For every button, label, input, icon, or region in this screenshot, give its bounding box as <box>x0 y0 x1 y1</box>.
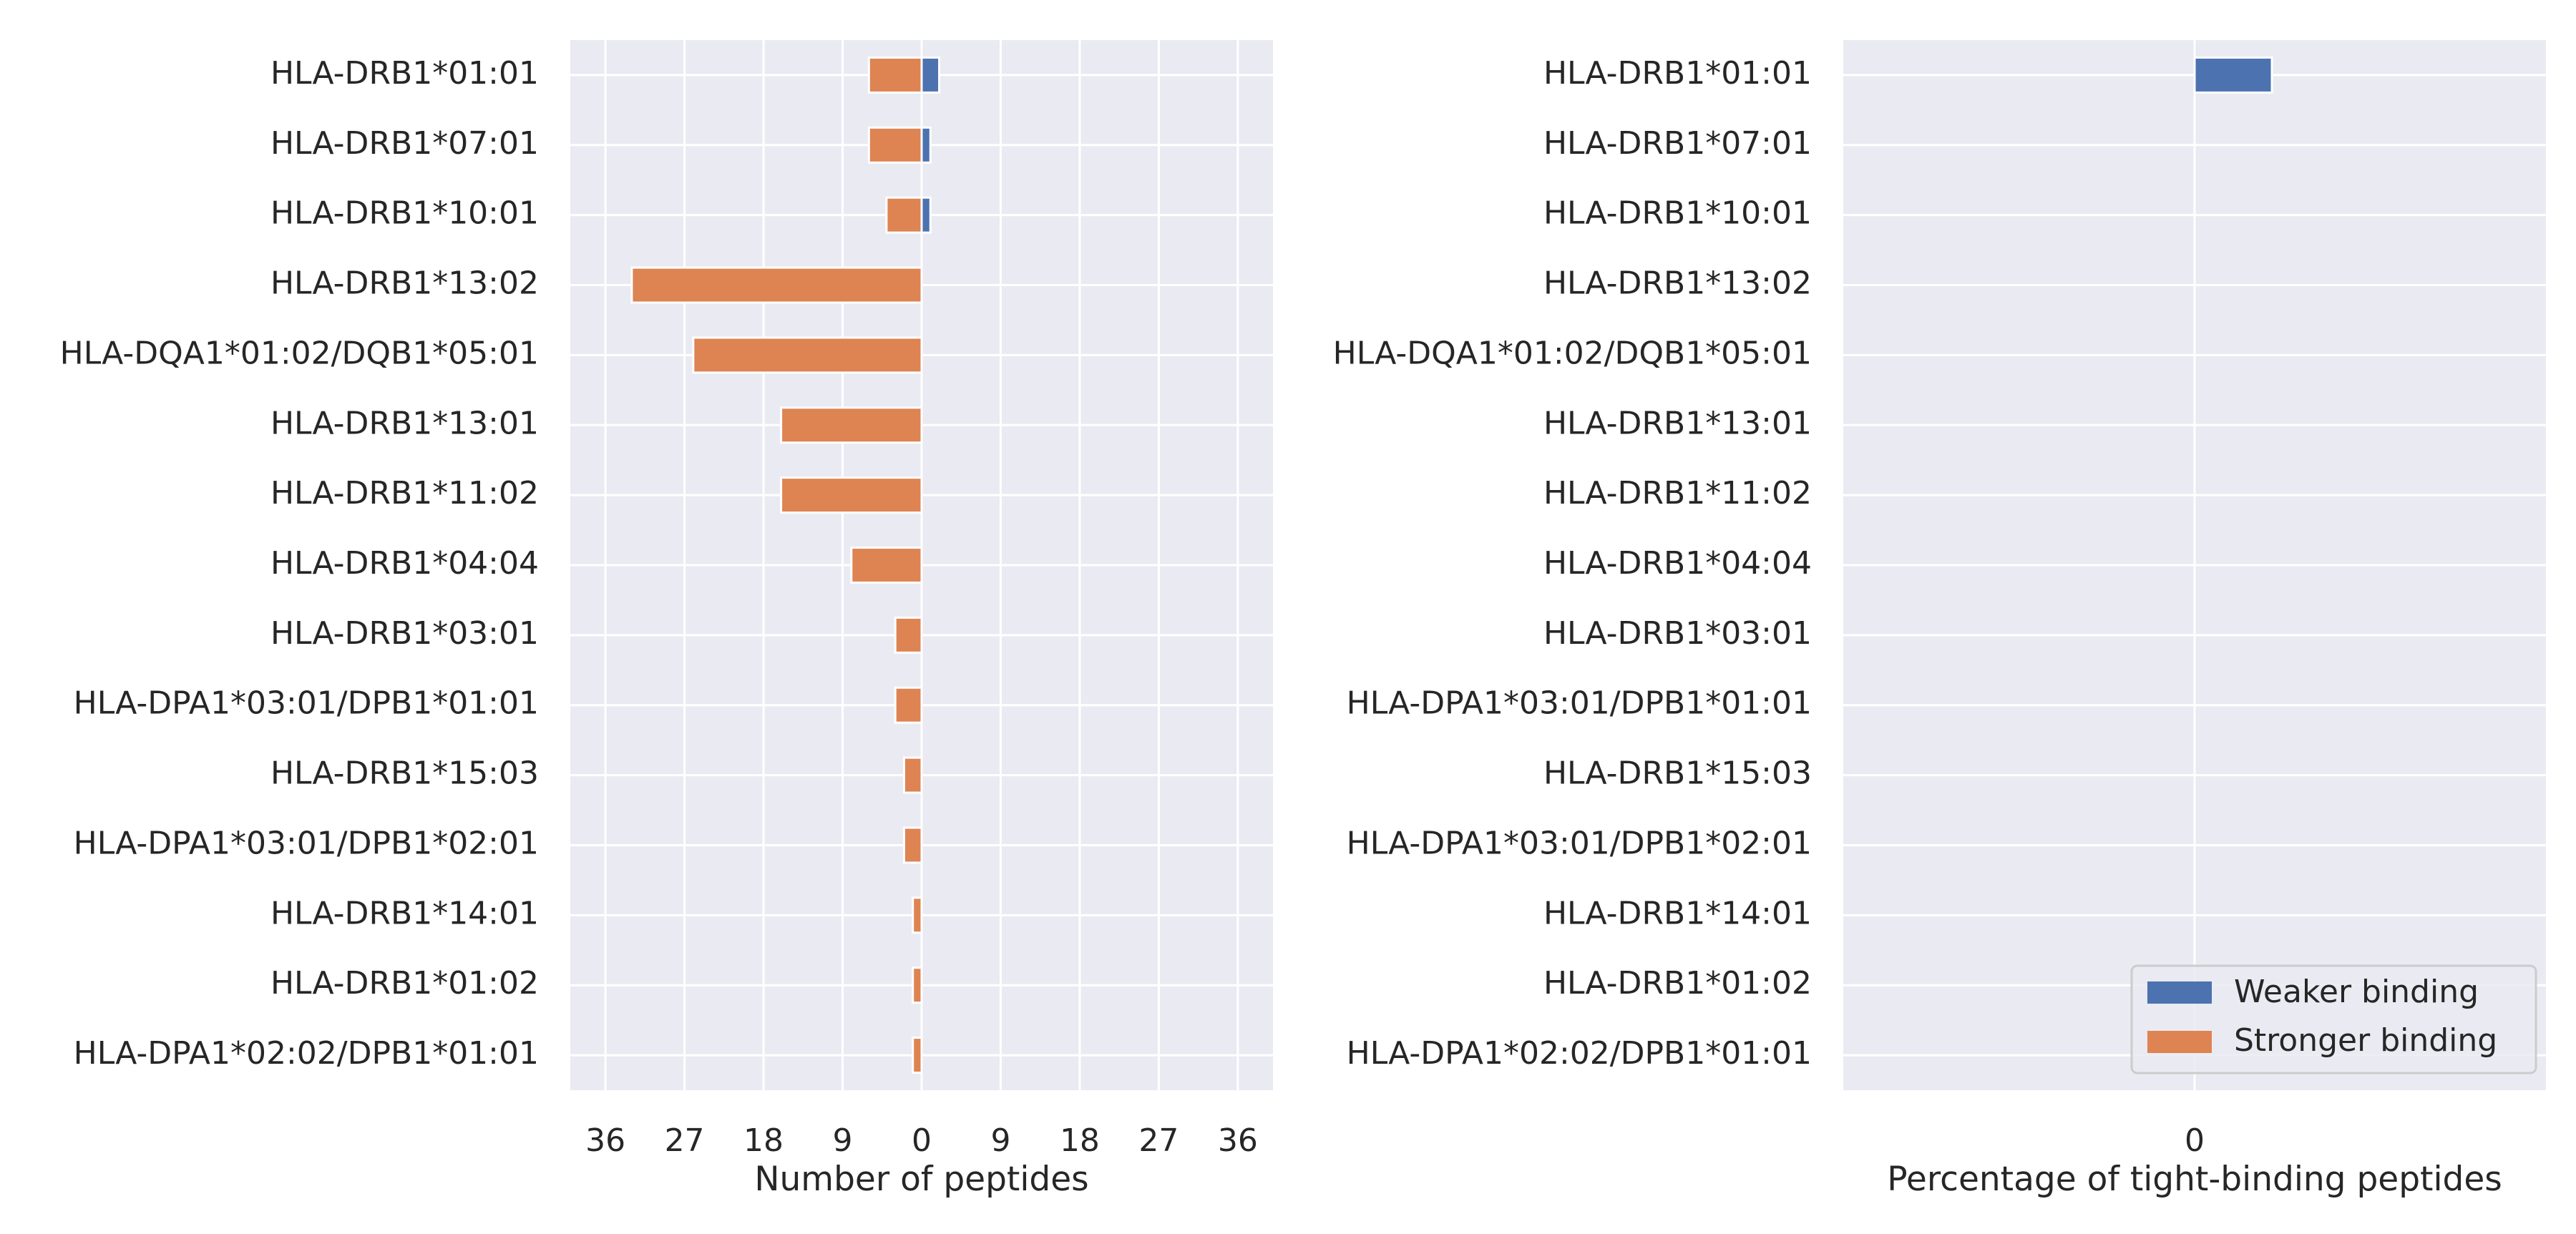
legend-swatch-weaker <box>2147 981 2212 1004</box>
tight-binding-percentage-chart: HLA-DRB1*01:01 HLA-DRB1*07:01 HLA-DRB1*10:… <box>1333 40 2546 1199</box>
y-tick-label: HLA-DRB1*03:01 <box>1543 615 1812 652</box>
bar-stronger <box>867 126 923 164</box>
y-tick-label: HLA-DRB1*01:01 <box>1543 55 1812 92</box>
y-tick-labels-right: HLA-DRB1*01:01 HLA-DRB1*07:01 HLA-DRB1*10:… <box>1333 55 1812 1072</box>
x-tick-label: 9 <box>833 1122 853 1159</box>
y-tick-label: HLA-DRB1*04:04 <box>1543 545 1812 582</box>
y-tick-label: HLA-DRB1*10:01 <box>1543 195 1812 232</box>
legend: Weaker binding Stronger binding <box>2130 964 2537 1074</box>
bars-left <box>630 56 941 1074</box>
y-tick-label: HLA-DRB1*01:01 <box>270 55 539 92</box>
y-tick-label: HLA-DQA1*01:02/DQB1*05:01 <box>1333 335 1812 371</box>
x-tick-label: 0 <box>2185 1122 2205 1159</box>
y-tick-label: HLA-DPA1*03:01/DPB1*02:01 <box>74 825 539 861</box>
y-tick-label: HLA-DRB1*01:02 <box>1543 965 1812 1002</box>
x-tick-label: 18 <box>1060 1122 1100 1159</box>
bar-stronger <box>885 196 923 234</box>
y-tick-label: HLA-DRB1*10:01 <box>270 195 539 232</box>
x-tick-label: 18 <box>743 1122 784 1159</box>
peptide-count-chart: HLA-DRB1*01:01 HLA-DRB1*07:01 HLA-DRB1*10:… <box>60 40 1273 1199</box>
y-tick-label: HLA-DRB1*07:01 <box>270 125 539 162</box>
y-tick-label: HLA-DPA1*03:01/DPB1*01:01 <box>1347 685 1812 722</box>
legend-label-stronger: Stronger binding <box>2234 1022 2497 1059</box>
y-tick-label: HLA-DRB1*15:03 <box>270 755 539 792</box>
bar-stronger <box>867 56 923 94</box>
x-tick-label: 9 <box>990 1122 1010 1159</box>
x-axis-label-right: Percentage of tight-binding peptides <box>1887 1160 2502 1199</box>
legend-label-weaker: Weaker binding <box>2234 974 2479 1010</box>
y-tick-label: HLA-DRB1*13:01 <box>270 405 539 441</box>
y-tick-label: HLA-DRB1*14:01 <box>270 895 539 931</box>
bar-stronger <box>780 406 923 444</box>
y-tick-label: HLA-DRB1*13:02 <box>270 265 539 302</box>
x-tick-label: 27 <box>1138 1122 1179 1159</box>
y-tick-label: HLA-DRB1*01:02 <box>270 965 539 1002</box>
grid-right <box>1843 40 2546 1090</box>
legend-swatch-stronger <box>2147 1031 2212 1053</box>
x-axis-label-left: Number of peptides <box>754 1160 1088 1199</box>
x-tick-label: 36 <box>1218 1122 1258 1159</box>
y-tick-label: HLA-DQA1*01:02/DQB1*05:01 <box>60 335 539 371</box>
legend-box <box>2130 964 2537 1074</box>
bar-stronger <box>902 756 923 794</box>
y-tick-label: HLA-DRB1*11:02 <box>270 475 539 511</box>
y-tick-label: HLA-DRB1*04:04 <box>270 545 539 582</box>
bars-right <box>2193 56 2273 94</box>
bar-stronger <box>902 826 923 864</box>
bar-weaker <box>2193 56 2273 94</box>
x-tick-label: 0 <box>912 1122 932 1159</box>
x-tick-labels-right: 0 <box>2185 1122 2205 1159</box>
y-tick-label: HLA-DPA1*03:01/DPB1*02:01 <box>1347 825 1812 861</box>
y-tick-label: HLA-DPA1*02:02/DPB1*01:01 <box>74 1035 539 1072</box>
bar-weaker <box>920 56 941 94</box>
bar-stronger <box>780 476 923 514</box>
bar-stronger <box>912 1037 923 1074</box>
y-tick-label: HLA-DRB1*13:02 <box>1543 265 1812 302</box>
bar-stronger <box>912 896 923 934</box>
x-tick-labels-left: 36 27 18 9 0 9 18 27 36 <box>585 1122 1258 1159</box>
y-tick-labels-left: HLA-DRB1*01:01 HLA-DRB1*07:01 HLA-DRB1*10:… <box>60 55 539 1072</box>
x-tick-label: 36 <box>585 1122 625 1159</box>
bar-stronger <box>894 686 923 724</box>
y-tick-label: HLA-DRB1*15:03 <box>1543 755 1812 792</box>
y-tick-label: HLA-DPA1*03:01/DPB1*01:01 <box>74 685 539 722</box>
bar-stronger <box>850 547 923 584</box>
y-tick-label: HLA-DPA1*02:02/DPB1*01:01 <box>1347 1035 1812 1072</box>
y-tick-label: HLA-DRB1*03:01 <box>270 615 539 652</box>
bar-stronger <box>894 616 923 654</box>
bar-stronger <box>630 266 923 304</box>
y-tick-label: HLA-DRB1*14:01 <box>1543 895 1812 931</box>
bar-stronger <box>692 336 923 374</box>
bar-stronger <box>912 966 923 1004</box>
bar-weaker <box>920 126 932 164</box>
y-tick-label: HLA-DRB1*07:01 <box>1543 125 1812 162</box>
x-tick-label: 27 <box>665 1122 705 1159</box>
y-tick-label: HLA-DRB1*11:02 <box>1543 475 1812 511</box>
bar-weaker <box>920 196 932 234</box>
y-tick-label: HLA-DRB1*13:01 <box>1543 405 1812 441</box>
